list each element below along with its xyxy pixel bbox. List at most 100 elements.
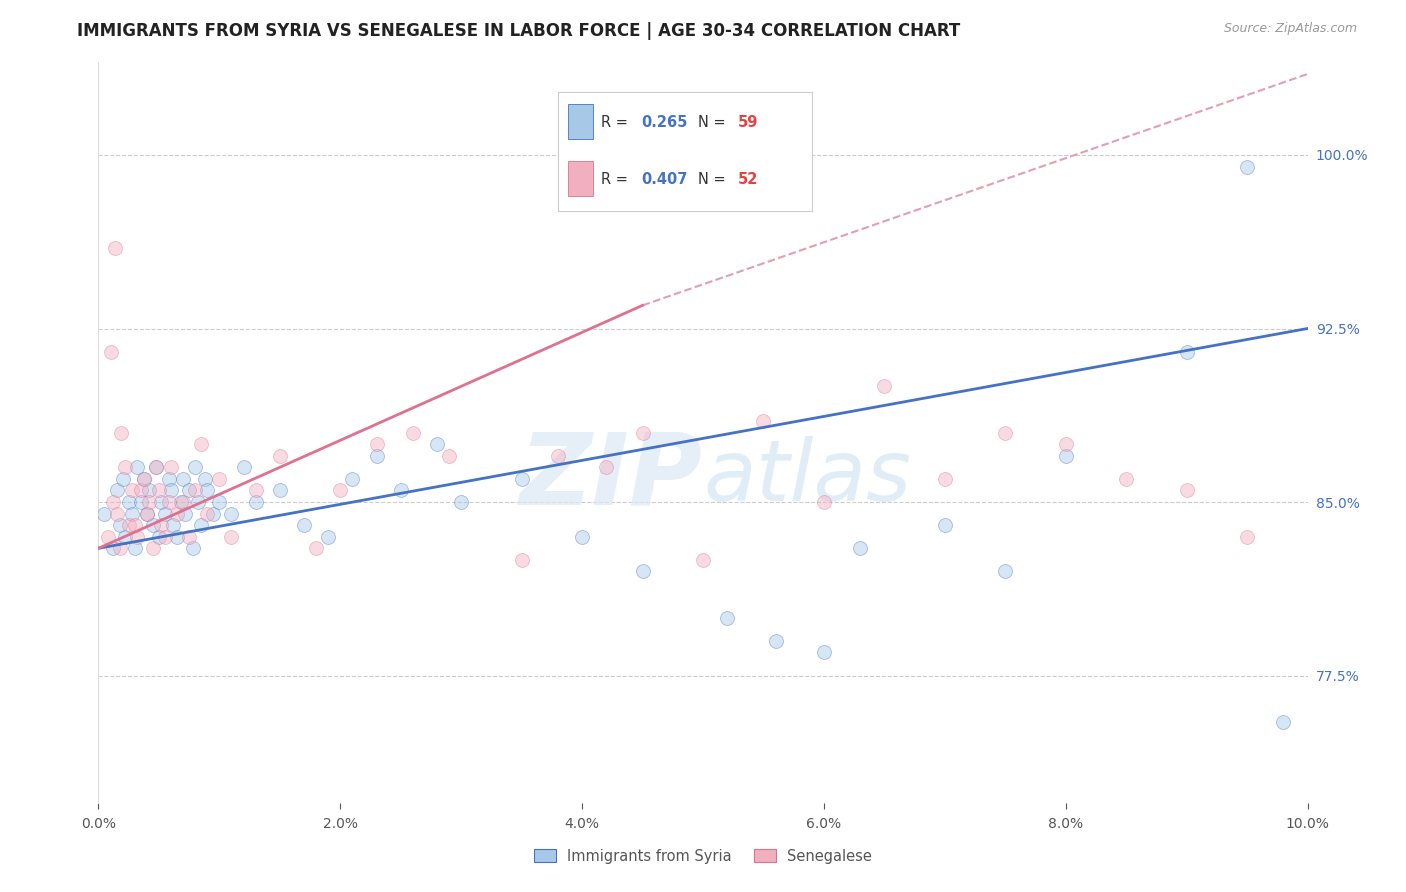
- Point: [142, 518, 165, 533]
- Point: [595, 460, 617, 475]
- Point: [208, 495, 231, 509]
- Point: [1175, 483, 1198, 498]
- Point: [127, 460, 149, 475]
- Point: [221, 507, 243, 521]
- Point: [172, 472, 194, 486]
- Point: [813, 645, 835, 659]
- Point: [157, 472, 180, 486]
- Point: [1054, 437, 1077, 451]
- Point: [194, 472, 217, 486]
- Point: [129, 495, 152, 509]
- Point: [571, 530, 593, 544]
- Point: [118, 495, 141, 509]
- Point: [124, 541, 146, 556]
- Point: [184, 483, 207, 498]
- Point: [190, 518, 212, 533]
- Point: [190, 437, 212, 451]
- Point: [108, 541, 131, 556]
- Point: [160, 460, 183, 475]
- Point: [153, 507, 176, 521]
- Point: [994, 425, 1017, 440]
- Point: [195, 483, 218, 498]
- Point: [135, 507, 157, 521]
- Point: [134, 472, 156, 486]
- Point: [135, 507, 157, 521]
- Point: [389, 483, 412, 498]
- Point: [692, 553, 714, 567]
- Point: [208, 472, 231, 486]
- Point: [150, 518, 173, 533]
- Point: [765, 633, 787, 648]
- Point: [101, 495, 124, 509]
- Point: [316, 530, 339, 544]
- Point: [1175, 344, 1198, 359]
- Point: [245, 483, 267, 498]
- Point: [172, 495, 194, 509]
- Point: [179, 530, 201, 544]
- Point: [187, 495, 209, 509]
- Point: [148, 530, 170, 544]
- Point: [873, 379, 896, 393]
- Point: [101, 541, 124, 556]
- Point: [114, 460, 136, 475]
- Point: [245, 495, 267, 509]
- Point: [127, 530, 149, 544]
- Point: [221, 530, 243, 544]
- Point: [269, 483, 291, 498]
- Point: [121, 507, 143, 521]
- Legend: Immigrants from Syria, Senegalese: Immigrants from Syria, Senegalese: [527, 843, 879, 870]
- Point: [181, 541, 204, 556]
- Point: [138, 483, 160, 498]
- Point: [157, 495, 180, 509]
- Point: [145, 460, 167, 475]
- Point: [153, 530, 176, 544]
- Point: [292, 518, 315, 533]
- Point: [1236, 530, 1258, 544]
- Point: [849, 541, 872, 556]
- Point: [547, 449, 569, 463]
- Point: [150, 495, 173, 509]
- Point: [105, 507, 128, 521]
- Point: [402, 425, 425, 440]
- Point: [329, 483, 352, 498]
- Text: IMMIGRANTS FROM SYRIA VS SENEGALESE IN LABOR FORCE | AGE 30-34 CORRELATION CHART: IMMIGRANTS FROM SYRIA VS SENEGALESE IN L…: [77, 22, 960, 40]
- Point: [162, 518, 184, 533]
- Point: [100, 344, 122, 359]
- Point: [631, 565, 654, 579]
- Point: [510, 472, 533, 486]
- Point: [202, 507, 225, 521]
- Point: [134, 472, 156, 486]
- Point: [142, 541, 165, 556]
- Point: [1236, 160, 1258, 174]
- Point: [1272, 714, 1295, 729]
- Point: [104, 240, 127, 255]
- Point: [366, 449, 388, 463]
- Text: ZIP: ZIP: [520, 428, 703, 525]
- Point: [174, 507, 197, 521]
- Point: [148, 483, 170, 498]
- Point: [232, 460, 254, 475]
- Point: [342, 472, 364, 486]
- Point: [160, 483, 183, 498]
- Point: [1115, 472, 1137, 486]
- Point: [510, 553, 533, 567]
- Point: [93, 507, 115, 521]
- Point: [1054, 449, 1077, 463]
- Point: [437, 449, 460, 463]
- Point: [121, 483, 143, 498]
- Point: [994, 565, 1017, 579]
- Point: [145, 460, 167, 475]
- Point: [426, 437, 449, 451]
- Point: [631, 425, 654, 440]
- Point: [934, 518, 956, 533]
- Point: [305, 541, 328, 556]
- Point: [813, 495, 835, 509]
- Point: [366, 437, 388, 451]
- Point: [169, 495, 191, 509]
- Point: [124, 518, 146, 533]
- Point: [752, 414, 775, 428]
- Point: [269, 449, 291, 463]
- Point: [166, 507, 188, 521]
- Point: [716, 611, 738, 625]
- Point: [108, 518, 131, 533]
